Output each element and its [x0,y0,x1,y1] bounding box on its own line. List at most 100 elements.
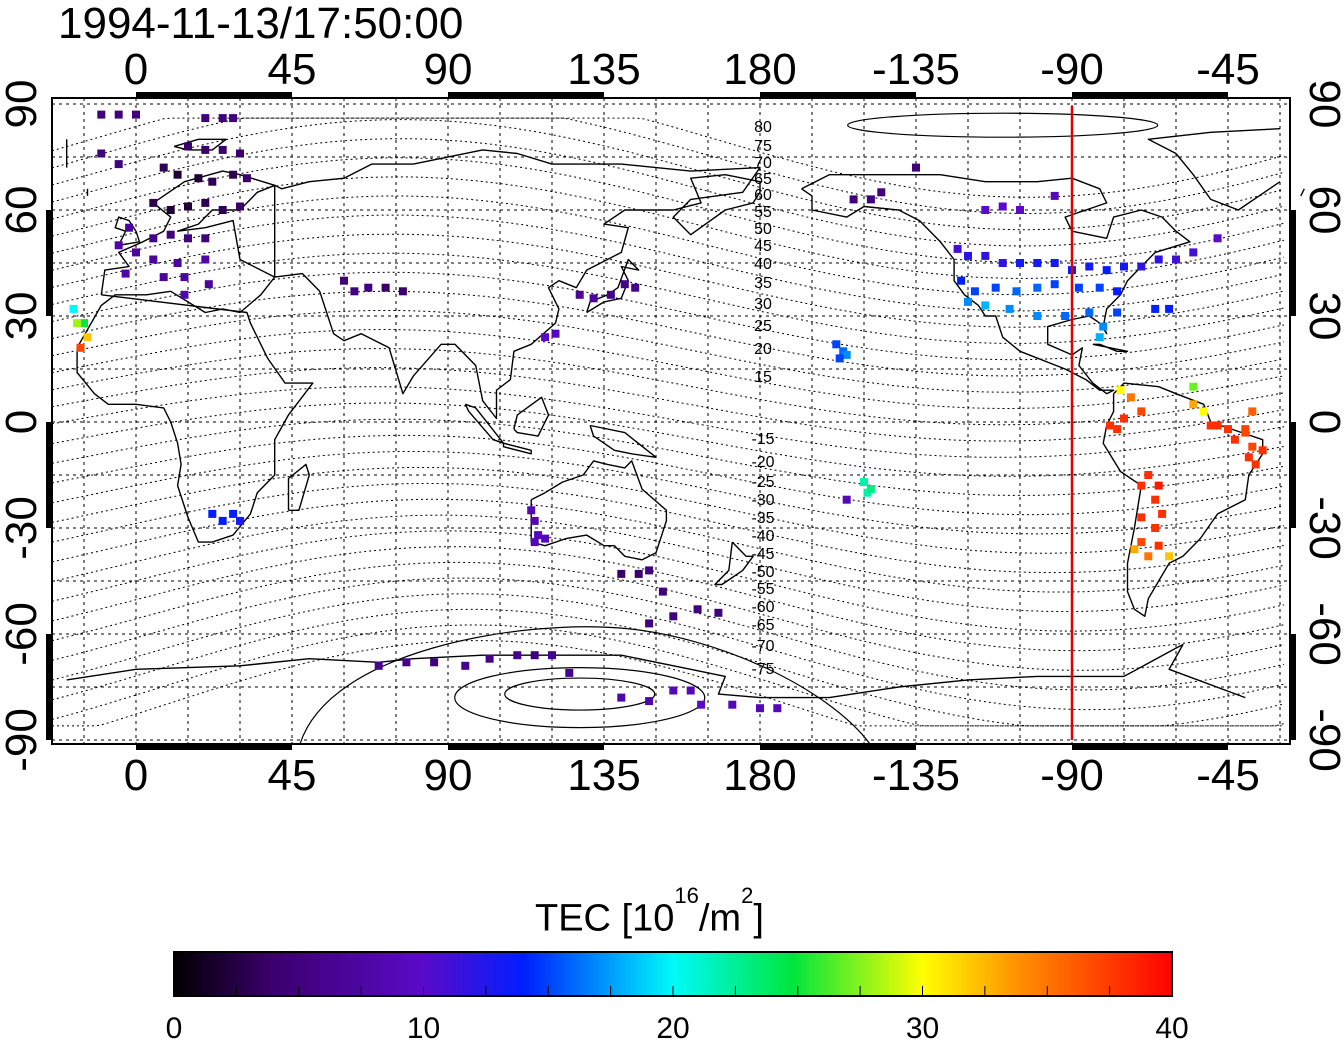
tec-point [860,478,868,487]
lat-tick-label-right: -60 [1300,602,1344,666]
tec-point [1224,425,1232,434]
tec-point [970,287,979,296]
contour-label: 20 [754,341,772,358]
contour-label: -20 [751,454,774,471]
tec-point [69,304,78,313]
frame-bar-bottom [1072,744,1228,750]
lon-tick-label-bottom: 0 [124,751,148,800]
tec-point [1137,407,1146,416]
tec-point [114,110,123,119]
tec-point [1165,552,1174,561]
tec-point [1244,453,1253,462]
tec-point [1074,283,1083,292]
lat-tick-label-left: -30 [0,496,46,560]
tec-point [697,700,706,709]
tec-point [1154,541,1163,550]
tec-point [340,276,348,285]
tec-point [527,506,536,515]
lon-tick-label-top: -90 [1040,45,1104,94]
tec-point [686,686,695,695]
tec-point [1130,545,1139,554]
contour-label: -60 [751,599,774,616]
tec-point [631,283,640,292]
contour-label: -50 [751,564,774,581]
tec-point [645,566,654,575]
tec-point [1113,308,1122,317]
colorbar-tick-label: 40 [1155,1012,1189,1045]
tec-point [1189,248,1198,257]
tec-point [1248,407,1257,416]
tec-point [957,276,966,285]
tec-point [121,269,130,278]
coastline [76,170,314,543]
tec-point [1033,283,1042,292]
tec-point [184,234,192,243]
contour-label: 30 [754,296,772,313]
tec-point [964,251,972,260]
tec-point [1113,425,1122,434]
contour-label: -45 [751,546,774,563]
coastline [502,442,532,455]
tec-point [218,206,227,214]
contour-line [51,176,1285,279]
tec-point [201,145,210,154]
lat-lon-grid [52,98,1290,744]
contour-label: 75 [754,138,772,155]
tec-data-points [69,110,1267,713]
tec-point [180,290,189,299]
tec-point [218,145,227,154]
tec-point [1137,262,1146,271]
colorbar-tick-label: 30 [905,1012,940,1045]
tec-point [132,110,140,119]
contour-label: 80 [754,119,772,136]
tec-point [1050,280,1059,289]
contour-label: -35 [751,510,774,527]
coastline [586,258,640,314]
coastline [287,463,310,511]
tec-point [548,651,556,660]
tec-point [620,280,629,289]
tec-point [1154,255,1163,264]
south-pole-contour-inner [504,677,656,711]
contour-line [52,640,1284,727]
tec-point [149,255,158,264]
coastline [464,403,505,444]
tec-point [1144,552,1153,561]
contour-line [51,593,1285,711]
coastline [274,149,761,420]
tec-point [1230,435,1239,444]
contour-label: -15 [751,431,774,448]
tec-point [912,163,920,172]
tec-point [1213,234,1222,243]
tec-point [877,188,886,197]
tec-point [159,273,168,282]
frame-bar-bottom [448,744,604,750]
colorbar [173,951,1173,997]
contour-label: 60 [754,187,772,204]
colorbar-title: TEC [1016/m2] [535,883,764,940]
coastline [1092,343,1129,352]
tec-point [1151,524,1160,532]
tec-point [589,294,598,303]
tec-point [1095,333,1104,342]
tec-point [398,287,407,296]
tec-point [565,668,574,677]
tec-point [1165,304,1174,313]
tec-point [204,280,213,289]
tec-point [1137,538,1146,547]
tec-point [1158,509,1167,518]
contour-line [51,498,1285,593]
tec-point [773,704,782,713]
tec-point [1005,304,1014,313]
lat-ticks-right: 90 60 30 0 -30 -60 -90 [1300,80,1344,772]
contour-line [51,348,1285,426]
tec-point [1258,446,1267,455]
lat-tick-label-right: -90 [1300,708,1344,772]
coastline [530,460,668,561]
contour-line [51,608,1285,727]
tec-point [1095,283,1104,292]
tec-point [866,195,875,204]
tec-point [513,651,522,660]
tec-point [350,287,359,296]
lon-tick-label-top: 90 [424,45,473,94]
